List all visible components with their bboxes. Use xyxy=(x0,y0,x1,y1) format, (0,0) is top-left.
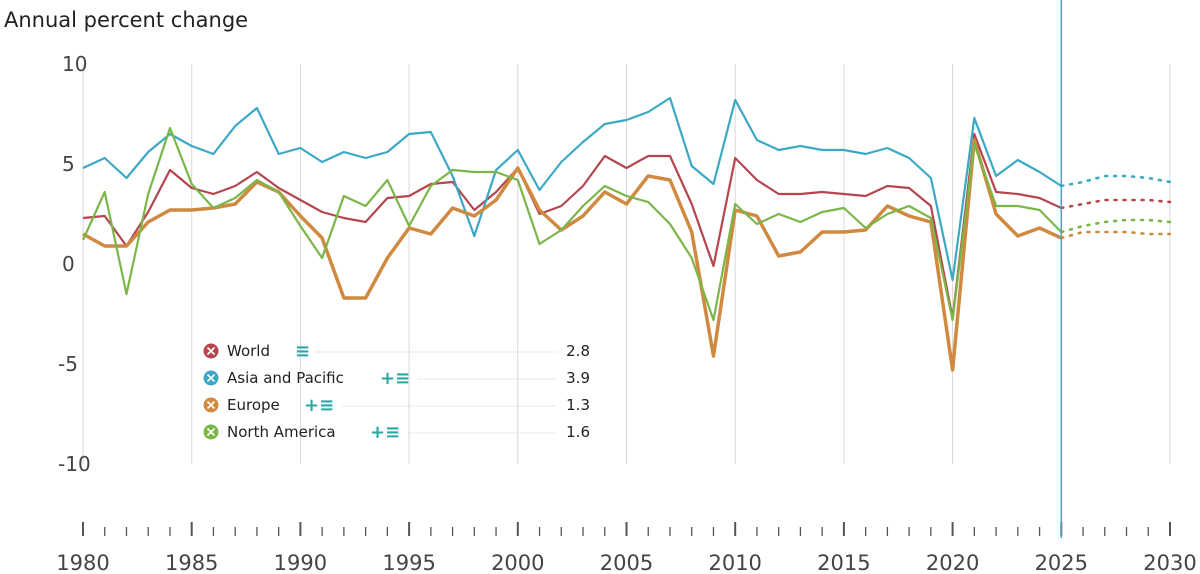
legend-tools-icon: +≡ xyxy=(380,368,410,389)
x-tick-label: 2000 xyxy=(491,551,544,574)
y-axis-ticks: 10 5 0 -5 -10 xyxy=(58,52,91,476)
y-tick-label: 0 xyxy=(62,252,75,276)
x-tick-label: 2010 xyxy=(708,551,761,574)
legend-label-north-america: North America xyxy=(227,423,336,441)
legend-tools-icon: +≡ xyxy=(370,422,400,443)
x-tick-label: 2015 xyxy=(817,551,870,574)
legend-remove-icon xyxy=(206,427,216,437)
y-tick-label: 5 xyxy=(62,152,75,176)
series-line-north-america xyxy=(81,126,1063,322)
legend-value-world: 2.8 xyxy=(566,342,590,360)
x-tick-label: 1985 xyxy=(165,551,218,574)
series-lines xyxy=(81,96,1172,372)
x-tick-label: 1980 xyxy=(56,551,109,574)
legend-value-asia-and-pacific: 3.9 xyxy=(566,369,590,387)
x-tick-label: 1995 xyxy=(382,551,435,574)
legend-remove-icon xyxy=(206,373,216,383)
legend-remove-icon xyxy=(206,400,216,410)
legend-label-world: World xyxy=(227,342,270,360)
x-tick-label: 1990 xyxy=(274,551,327,574)
legend: World ≡ 2.8 Asia and Pacific +≡ 3.9 Europe +≡ 1.… xyxy=(203,341,590,443)
legend-value-europe: 1.3 xyxy=(566,396,590,414)
series-projection-asia-and-pacific xyxy=(1060,174,1172,188)
series-projection-europe xyxy=(1060,230,1172,240)
x-tick-label: 2030 xyxy=(1143,551,1196,574)
series-line-asia-and-pacific xyxy=(82,96,1062,282)
legend-label-europe: Europe xyxy=(227,396,280,414)
series-line-world xyxy=(82,132,1062,320)
x-axis: 1980 1985 1990 1995 2000 2005 2010 2015 2020 2025… xyxy=(56,522,1197,574)
x-tick-label: 2020 xyxy=(926,551,979,574)
y-tick-label: -10 xyxy=(58,452,91,476)
legend-label-asia-and-pacific: Asia and Pacific xyxy=(227,369,344,387)
x-tick-label: 2005 xyxy=(600,551,653,574)
series-projection-world xyxy=(1060,198,1172,210)
y-axis-label: Annual percent change xyxy=(4,8,248,32)
legend-tools-icon: +≡ xyxy=(304,395,334,416)
y-tick-label: -5 xyxy=(58,352,78,376)
legend-value-north-america: 1.6 xyxy=(566,423,590,441)
x-tick-label: 2025 xyxy=(1035,551,1088,574)
y-tick-label: 10 xyxy=(62,52,87,76)
series-projection-north-america xyxy=(1060,218,1172,234)
series-line-europe xyxy=(82,138,1063,372)
legend-tools-icon: ≡ xyxy=(295,341,310,362)
legend-remove-icon xyxy=(206,346,216,356)
